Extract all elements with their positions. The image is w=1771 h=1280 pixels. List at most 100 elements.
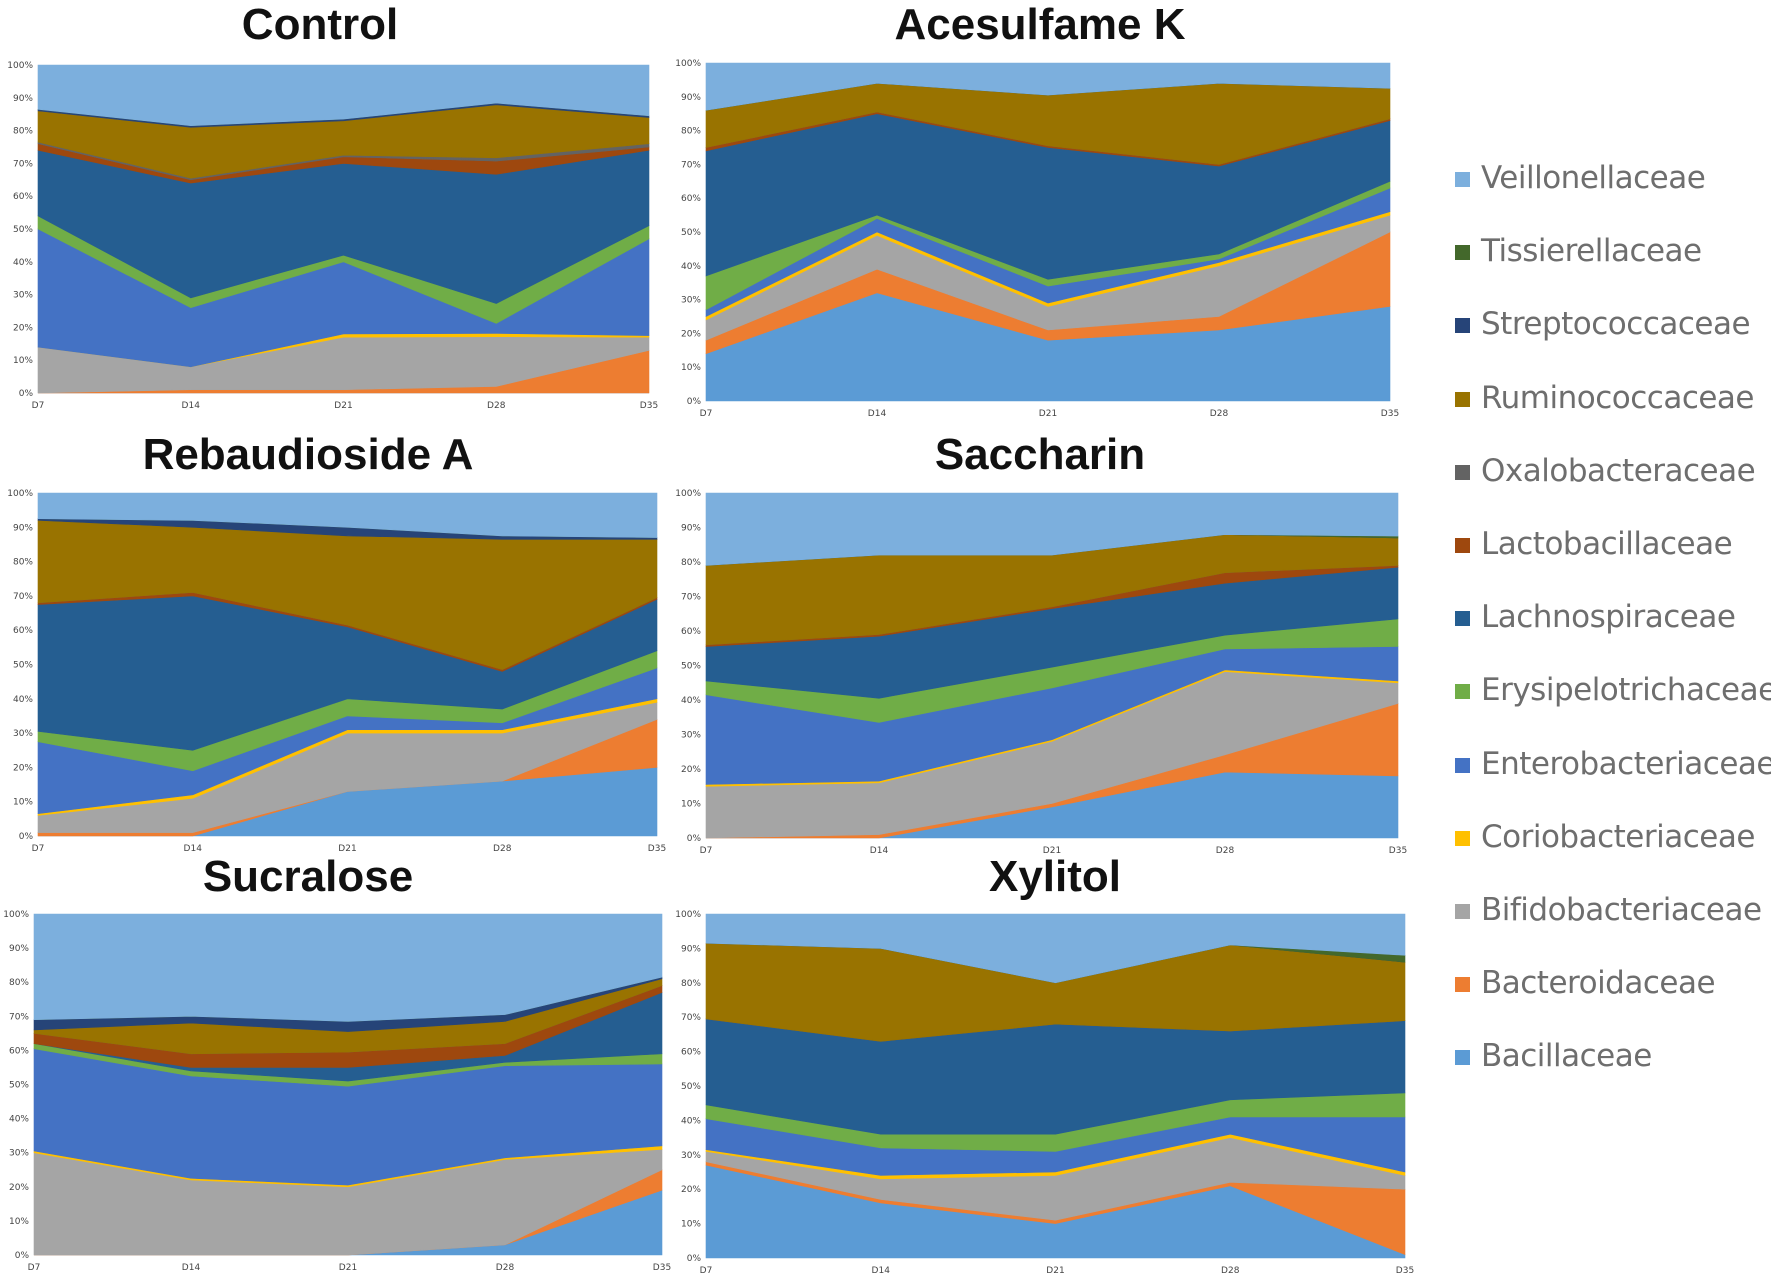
- sucralose-y-tick-label: 70%: [9, 1012, 29, 1022]
- sucralose-y-tick-label: 0%: [15, 1251, 30, 1261]
- legend-swatch: [1455, 464, 1470, 480]
- xylitol-y-tick-label: 20%: [681, 1185, 701, 1195]
- control-y-tick-label: 60%: [13, 192, 33, 202]
- legend-swatch: [1455, 684, 1470, 700]
- legend-item-bifidobacteriaceae: Bifidobacteriaceae: [1455, 892, 1765, 965]
- rebaudioside-a-y-tick-label: 30%: [13, 729, 33, 739]
- saccharin-y-tick-label: 80%: [681, 558, 701, 568]
- acesulfame-k-x-tick-label: D35: [1381, 409, 1399, 419]
- rebaudioside-a-x-tick-label: D28: [493, 844, 512, 854]
- rebaudioside-a-y-tick-label: 90%: [13, 523, 33, 533]
- xylitol-chart-title: Xylitol: [988, 852, 1122, 901]
- control-y-tick-label: 10%: [13, 356, 33, 366]
- legend: Veillonellaceae Tissierellaceae Streptococ…: [1455, 160, 1771, 1111]
- control-x-tick-label: D14: [182, 401, 201, 411]
- rebaudioside-a-y-tick-label: 20%: [13, 763, 33, 773]
- xylitol-y-tick-label: 60%: [681, 1048, 701, 1058]
- sucralose-y-tick-label: 10%: [9, 1217, 29, 1227]
- legend-item-oxalobacteraceae: Oxalobacteraceae: [1455, 453, 1765, 526]
- rebaudioside-a-y-tick-label: 10%: [13, 798, 33, 808]
- rebaudioside-a-y-tick-label: 0%: [19, 832, 34, 842]
- xylitol-stacked-area-chart: 0% 10% 20% 30% 40% 50% 60% 70% 80% 90% 100% D7 D14 D2…: [675, 910, 1414, 1276]
- legend-label: Coriobacteriaceae: [1481, 818, 1755, 855]
- rebaudioside-a-x-tick-label: D14: [184, 844, 203, 854]
- legend-label: Lactobacillaceae: [1481, 525, 1733, 562]
- control-y-tick-label: 20%: [13, 323, 33, 333]
- legend-swatch: [1455, 318, 1470, 334]
- sucralose-chart-title: Sucralose: [202, 852, 414, 901]
- control-y-tick-label: 90%: [13, 94, 33, 104]
- sucralose-area-veillonellaceae: [33, 913, 663, 1022]
- saccharin-x-tick-label: D21: [1043, 846, 1061, 856]
- acesulfame-k-y-tick-label: 90%: [681, 93, 701, 103]
- acesulfame-k-y-tick-label: 70%: [681, 160, 701, 170]
- xylitol-y-tick-label: 50%: [681, 1082, 701, 1092]
- sucralose-x-tick-label: D14: [182, 1263, 201, 1273]
- rebaudioside-a-y-tick-label: 60%: [13, 626, 33, 636]
- sucralose-y-tick-label: 20%: [9, 1183, 29, 1193]
- control-x-tick-label: D35: [640, 401, 658, 411]
- xylitol-y-tick-label: 0%: [687, 1254, 702, 1264]
- saccharin-x-tick-label: D14: [870, 846, 889, 856]
- saccharin-y-tick-label: 30%: [681, 731, 701, 741]
- legend-label: Tissierellaceae: [1481, 233, 1702, 270]
- sucralose-x-tick-label: D28: [496, 1263, 515, 1273]
- saccharin-y-tick-label: 40%: [681, 696, 701, 706]
- legend-label: Oxalobacteraceae: [1481, 452, 1756, 489]
- acesulfame-k-x-tick-label: D21: [1039, 409, 1057, 419]
- saccharin-chart-title: Saccharin: [934, 430, 1146, 479]
- acesulfame-k-y-tick-label: 60%: [681, 194, 701, 204]
- rebaudioside-a-area-veillonellaceae: [37, 492, 658, 538]
- legend-item-bacteroidaceae: Bacteroidaceae: [1455, 965, 1765, 1038]
- sucralose-y-tick-label: 60%: [9, 1046, 29, 1056]
- legend-label: Bacillaceae: [1481, 1038, 1652, 1075]
- legend-item-tissierellaceae: Tissierellaceae: [1455, 233, 1765, 306]
- control-y-tick-label: 40%: [13, 258, 33, 268]
- control-x-tick-label: D21: [334, 401, 352, 411]
- legend-label: Erysipelotrichaceae: [1481, 672, 1771, 709]
- control-chart-title: Control: [241, 0, 399, 49]
- legend-item-veillonellaceae: Veillonellaceae: [1455, 160, 1765, 233]
- saccharin-y-tick-label: 100%: [675, 489, 701, 499]
- saccharin-stacked-area-chart: 0% 10% 20% 30% 40% 50% 60% 70% 80% 90% 100% D7 D14 D2…: [675, 489, 1407, 856]
- sucralose-y-tick-label: 50%: [9, 1081, 29, 1091]
- rebaudioside-a-y-tick-label: 50%: [13, 661, 33, 671]
- rebaudioside-a-chart-title: Rebaudioside A: [142, 430, 474, 479]
- xylitol-y-tick-label: 100%: [675, 910, 701, 920]
- legend-label: Bifidobacteriaceae: [1481, 891, 1762, 928]
- control-area-veillonellaceae: [37, 64, 650, 127]
- legend-label: Lachnospiraceae: [1481, 599, 1736, 636]
- control-y-tick-label: 70%: [13, 159, 33, 169]
- control-x-tick-label: D7: [32, 401, 45, 411]
- rebaudioside-a-x-tick-label: D7: [32, 844, 45, 854]
- xylitol-x-tick-label: D35: [1396, 1266, 1414, 1276]
- legend-swatch: [1455, 537, 1470, 553]
- sucralose-y-tick-label: 40%: [9, 1115, 29, 1125]
- legend-swatch: [1455, 172, 1470, 187]
- sucralose-stacked-area-chart: 0% 10% 20% 30% 40% 50% 60% 70% 80% 90% 100% D7 D14 D2…: [3, 910, 671, 1273]
- sucralose-x-tick-label: D21: [339, 1263, 357, 1273]
- control-y-tick-label: 50%: [13, 225, 33, 235]
- acesulfame-k-y-tick-label: 40%: [681, 262, 701, 272]
- legend-swatch: [1455, 245, 1470, 261]
- xylitol-area-veillonellaceae: [705, 913, 1406, 984]
- legend-label: Streptococcaceae: [1481, 306, 1751, 343]
- legend-label: Ruminococcaceae: [1481, 379, 1755, 416]
- xylitol-y-tick-label: 10%: [681, 1220, 701, 1230]
- legend-item-lactobacillaceae: Lactobacillaceae: [1455, 526, 1765, 599]
- xylitol-y-tick-label: 90%: [681, 944, 701, 954]
- legend-item-bacillaceae: Bacillaceae: [1455, 1038, 1765, 1111]
- saccharin-area-veillonellaceae: [705, 492, 1399, 566]
- acesulfame-k-x-tick-label: D28: [1210, 409, 1229, 419]
- saccharin-x-tick-label: D35: [1389, 846, 1407, 856]
- saccharin-y-tick-label: 0%: [687, 834, 702, 844]
- sucralose-y-tick-label: 90%: [9, 944, 29, 954]
- acesulfame-k-y-tick-label: 50%: [681, 228, 701, 238]
- acesulfame-k-x-tick-label: D7: [700, 409, 713, 419]
- control-x-tick-label: D28: [487, 401, 506, 411]
- sucralose-y-tick-label: 100%: [3, 910, 29, 920]
- legend-swatch: [1455, 903, 1470, 919]
- acesulfame-k-stacked-area-chart: 0% 10% 20% 30% 40% 50% 60% 70% 80% 90% 100% D7 D14 D2…: [675, 59, 1399, 419]
- rebaudioside-a-y-tick-label: 70%: [13, 592, 33, 602]
- xylitol-x-tick-label: D7: [700, 1266, 713, 1276]
